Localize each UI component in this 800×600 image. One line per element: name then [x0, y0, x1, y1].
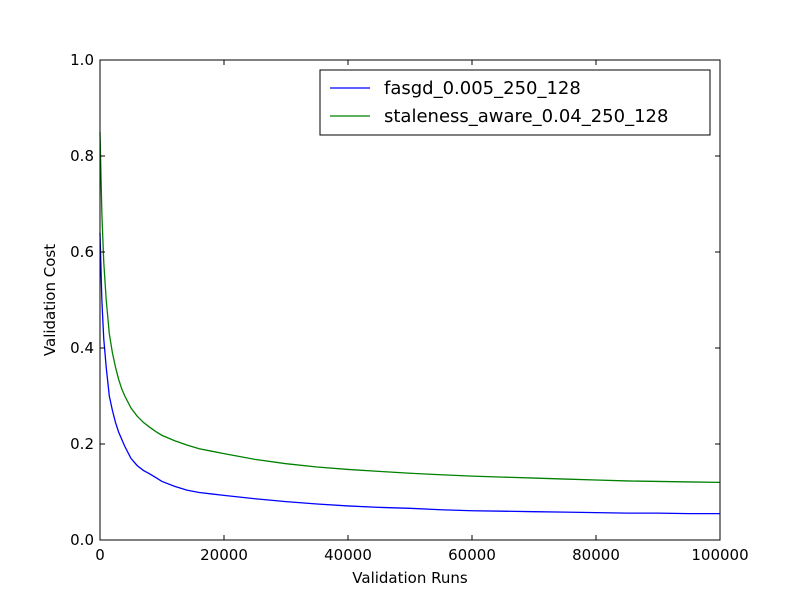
x-axis-label: Validation Runs	[352, 569, 468, 587]
x-tick-label: 20000	[200, 546, 248, 564]
x-tick-label: 60000	[448, 546, 496, 564]
series-layer	[99, 131, 721, 515]
series-line-0	[99, 232, 720, 515]
legend-box	[319, 69, 711, 136]
y-tick-label: 0.6	[70, 243, 94, 261]
y-tick-label: 0.2	[70, 435, 94, 453]
y-tick-label: 0.4	[70, 339, 94, 357]
legend: fasgd_0.005_250_128 staleness_aware_0.04…	[319, 69, 711, 136]
legend-label-fasgd: fasgd_0.005_250_128	[384, 78, 581, 99]
plot-frame	[99, 59, 721, 541]
y-axis-label: Validation Cost	[41, 244, 59, 356]
x-tick-label: 0	[95, 546, 105, 564]
x-tick-label: 40000	[324, 546, 372, 564]
x-tick-label: 80000	[572, 546, 620, 564]
y-tick-label: 1.0	[70, 51, 94, 69]
series-line-1	[99, 131, 721, 484]
y-tick-label: 0.0	[70, 531, 94, 549]
y-tick-label: 0.8	[70, 147, 94, 165]
ticks-layer: 0 20000 40000 60000 80000 100000 0.0 0.2 0.4 0.6 0…	[70, 51, 748, 564]
legend-label-staleness-aware: staleness_aware_0.04_250_128	[384, 106, 668, 127]
x-tick-label: 100000	[691, 546, 748, 564]
